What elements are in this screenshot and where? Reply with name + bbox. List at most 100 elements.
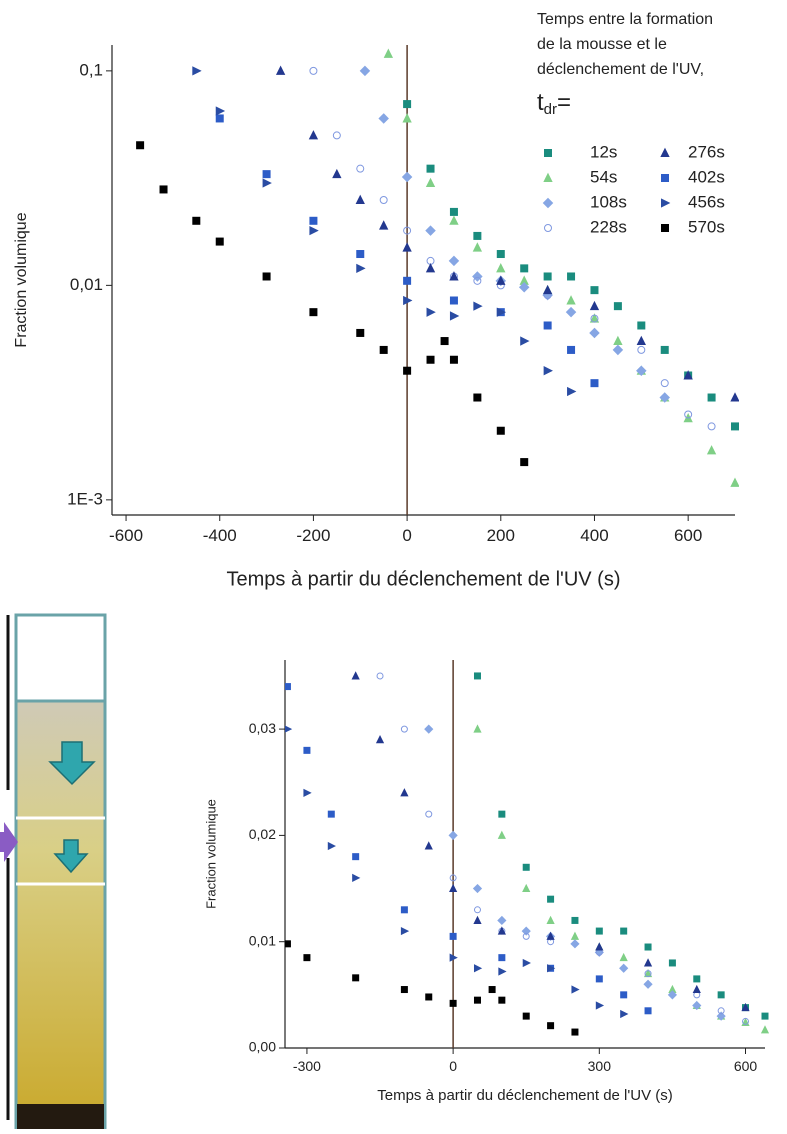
marker [595,927,603,935]
marker [448,830,458,841]
marker [379,220,389,230]
x-axis-label: Temps à partir du déclenchement de l'UV … [227,568,621,590]
foam-column-photo [0,613,107,1131]
marker [383,48,394,58]
x-axis-label: Temps à partir du déclenchement de l'UV … [377,1087,673,1104]
marker [497,926,506,935]
legend-marker [544,149,552,157]
marker [379,196,388,205]
marker [275,65,286,75]
legend-marker [544,224,552,232]
x-tick-label: 300 [588,1058,612,1074]
marker [285,683,291,691]
marker [547,964,556,973]
marker [547,895,555,903]
marker [644,1007,652,1015]
marker [303,954,311,962]
marker [426,355,435,364]
marker [683,370,693,380]
marker [215,114,224,123]
x-tick-label: 400 [580,526,608,545]
marker [473,393,482,402]
marker [351,671,360,680]
marker [473,301,483,311]
marker [425,177,436,188]
marker [303,746,311,754]
marker [717,991,725,999]
marker [440,337,449,346]
marker [449,874,457,882]
legend-entry: 276s [688,142,725,161]
marker [425,225,436,236]
marker [403,276,412,285]
marker [570,939,580,949]
legend-entry: 108s [590,192,627,211]
marker [589,300,600,311]
marker [403,366,412,375]
marker [518,281,530,293]
legend-entry: 12s [590,142,617,161]
marker [742,1017,750,1025]
marker [644,970,652,978]
marker [668,959,676,967]
x-tick-label: -400 [203,526,237,545]
marker [303,788,312,797]
marker [449,932,457,940]
marker [520,458,529,467]
marker [496,250,505,259]
marker [449,999,457,1007]
marker [359,65,371,77]
marker [285,940,291,948]
legend-label-base: t [537,89,544,116]
legend-marker [661,224,669,232]
marker [424,841,433,850]
marker [644,943,652,951]
marker [590,314,599,323]
marker [215,237,224,246]
x-tick-label: -200 [296,526,330,545]
marker [376,672,384,680]
legend-title: déclenchement de l'UV, [537,61,704,78]
marker [520,264,529,273]
marker [309,225,319,236]
y-tick-label: 0,01 [70,275,103,294]
marker [496,307,507,317]
y-axis-label: Fraction volumique [13,212,30,347]
marker [352,853,360,861]
marker [400,725,408,733]
legend-entry: 54s [590,167,617,186]
marker [612,344,624,356]
marker [643,958,653,967]
marker [498,810,506,818]
marker [473,906,481,914]
x-tick-label: 200 [487,526,515,545]
legend-marker [660,147,670,157]
marker [571,916,579,924]
marker [449,883,458,893]
marker [497,830,506,839]
marker [595,975,603,983]
marker [613,302,622,311]
marker [595,942,604,951]
marker [497,915,507,926]
marker [542,284,553,295]
marker [570,931,580,940]
marker [547,1022,555,1030]
legend-title: Temps entre la formation [537,11,713,28]
marker [684,410,693,419]
marker [262,178,272,188]
marker [356,263,366,274]
marker [731,422,739,431]
legend-label-suffix: = [557,89,571,116]
marker [473,964,483,973]
marker [449,207,458,216]
marker [215,106,226,116]
y-axis-label: Fraction volumique [203,799,218,909]
marker [355,194,365,205]
marker [473,276,482,285]
marker [136,141,145,150]
marker [589,327,600,339]
legend-entry: 402s [688,167,725,186]
marker [449,271,459,281]
